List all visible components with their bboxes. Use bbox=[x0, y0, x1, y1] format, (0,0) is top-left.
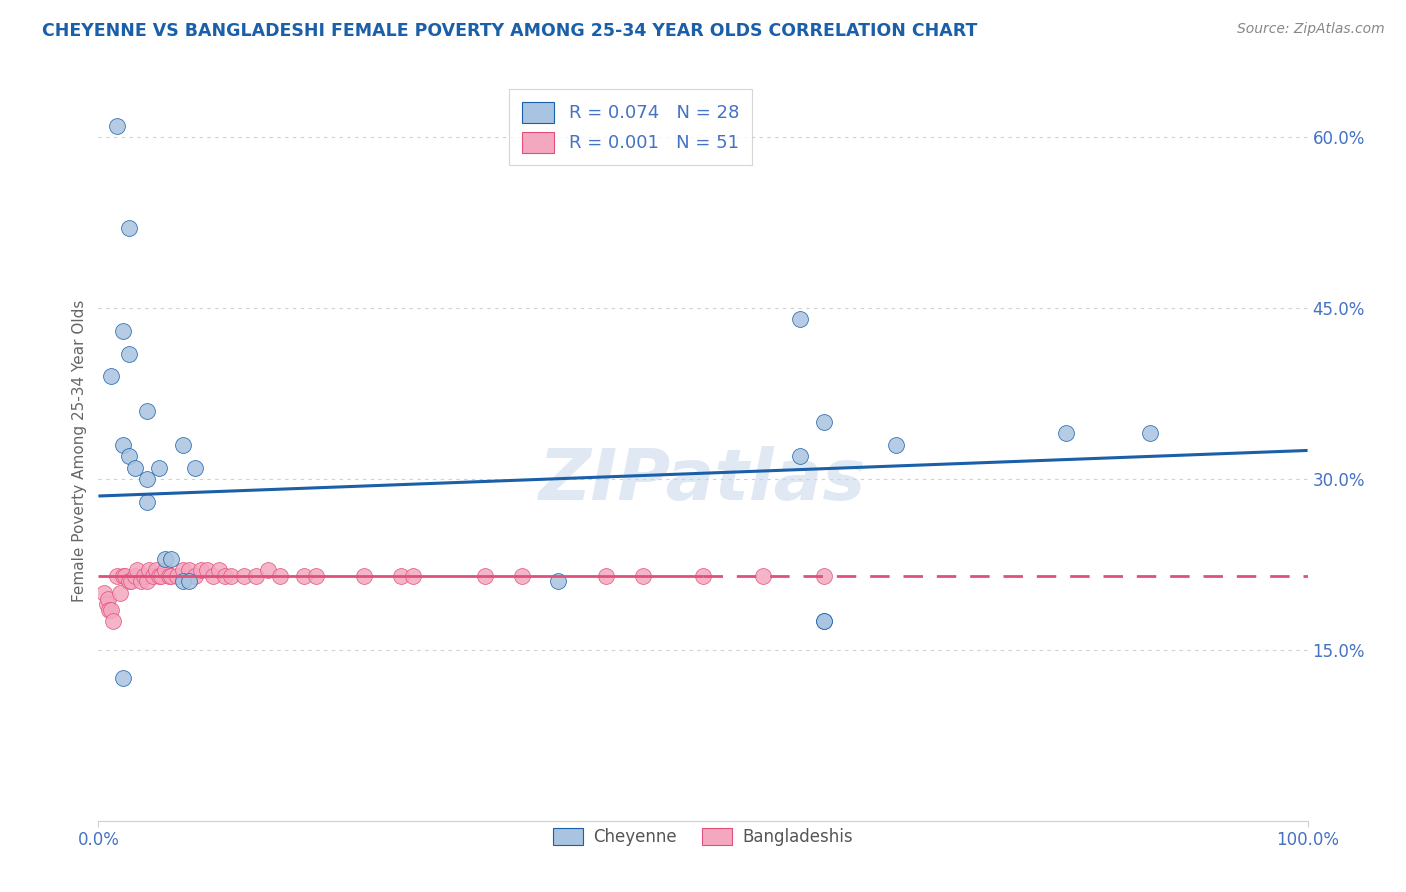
Legend: Cheyenne, Bangladeshis: Cheyenne, Bangladeshis bbox=[547, 822, 859, 853]
Point bbox=[214, 568, 236, 582]
Point bbox=[172, 574, 194, 589]
Point bbox=[135, 494, 157, 508]
Point bbox=[127, 563, 149, 577]
Point bbox=[305, 568, 328, 582]
Point bbox=[232, 568, 254, 582]
Point bbox=[166, 568, 188, 582]
Point bbox=[160, 551, 183, 566]
Point bbox=[129, 574, 152, 589]
Point bbox=[208, 563, 231, 577]
Point bbox=[98, 603, 121, 617]
Point bbox=[547, 574, 569, 589]
Point bbox=[813, 615, 835, 629]
Point bbox=[813, 615, 835, 629]
Text: CHEYENNE VS BANGLADESHI FEMALE POVERTY AMONG 25-34 YEAR OLDS CORRELATION CHART: CHEYENNE VS BANGLADESHI FEMALE POVERTY A… bbox=[42, 22, 977, 40]
Point bbox=[108, 586, 131, 600]
Point bbox=[124, 568, 146, 582]
Point bbox=[93, 586, 115, 600]
Point bbox=[595, 568, 617, 582]
Point bbox=[402, 568, 425, 582]
Point bbox=[135, 574, 157, 589]
Point bbox=[100, 603, 122, 617]
Point bbox=[135, 472, 157, 486]
Point bbox=[221, 568, 243, 582]
Point bbox=[813, 415, 835, 429]
Point bbox=[96, 597, 118, 611]
Point bbox=[150, 568, 173, 582]
Point bbox=[510, 568, 533, 582]
Point bbox=[118, 574, 141, 589]
Point bbox=[1139, 426, 1161, 441]
Point bbox=[886, 438, 908, 452]
Point bbox=[752, 568, 775, 582]
Point bbox=[111, 324, 134, 338]
Y-axis label: Female Poverty Among 25-34 Year Olds: Female Poverty Among 25-34 Year Olds bbox=[72, 300, 87, 601]
Point bbox=[184, 460, 207, 475]
Point bbox=[135, 403, 157, 417]
Point bbox=[148, 568, 170, 582]
Point bbox=[292, 568, 315, 582]
Point bbox=[142, 568, 165, 582]
Point bbox=[1054, 426, 1077, 441]
Point bbox=[105, 568, 128, 582]
Point bbox=[157, 568, 180, 582]
Point bbox=[100, 369, 122, 384]
Point bbox=[184, 568, 207, 582]
Point bbox=[148, 460, 170, 475]
Point bbox=[160, 568, 183, 582]
Point bbox=[153, 551, 176, 566]
Point bbox=[692, 568, 714, 582]
Point bbox=[145, 563, 167, 577]
Point bbox=[179, 563, 201, 577]
Point bbox=[190, 563, 212, 577]
Point bbox=[124, 460, 146, 475]
Point bbox=[389, 568, 412, 582]
Point bbox=[813, 568, 835, 582]
Point bbox=[631, 568, 654, 582]
Point bbox=[118, 221, 141, 235]
Point bbox=[138, 563, 160, 577]
Point bbox=[153, 563, 176, 577]
Point bbox=[256, 563, 278, 577]
Text: ZIPatlas: ZIPatlas bbox=[540, 446, 866, 515]
Point bbox=[114, 568, 136, 582]
Point bbox=[195, 563, 218, 577]
Point bbox=[172, 563, 194, 577]
Point bbox=[172, 438, 194, 452]
Point bbox=[120, 574, 142, 589]
Point bbox=[245, 568, 267, 582]
Point bbox=[111, 438, 134, 452]
Text: Source: ZipAtlas.com: Source: ZipAtlas.com bbox=[1237, 22, 1385, 37]
Point bbox=[105, 119, 128, 133]
Point bbox=[101, 615, 124, 629]
Point bbox=[474, 568, 496, 582]
Point bbox=[179, 574, 201, 589]
Point bbox=[97, 591, 120, 606]
Point bbox=[353, 568, 375, 582]
Point bbox=[269, 568, 291, 582]
Point bbox=[134, 568, 156, 582]
Point bbox=[111, 671, 134, 685]
Point bbox=[111, 568, 134, 582]
Point bbox=[202, 568, 225, 582]
Point bbox=[789, 449, 811, 463]
Point bbox=[118, 346, 141, 360]
Point bbox=[118, 449, 141, 463]
Point bbox=[789, 312, 811, 326]
